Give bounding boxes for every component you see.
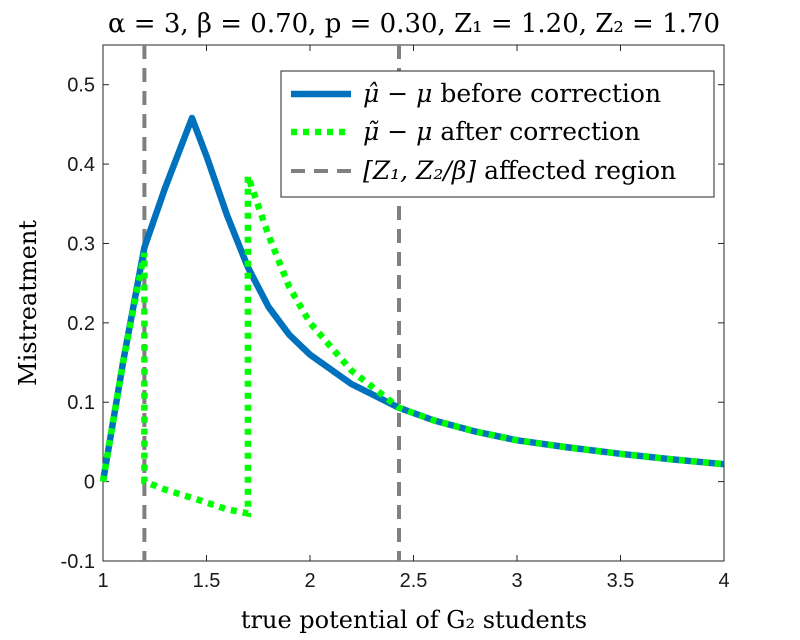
y-tick-label: 0.5 — [67, 75, 95, 97]
series-after-correction-line — [99, 174, 725, 518]
y-tick-label: 0.2 — [67, 313, 95, 335]
y-tick-label: 0.3 — [67, 233, 95, 255]
y-tick-label: 0.4 — [67, 154, 95, 176]
x-tick-label: 2 — [304, 570, 315, 592]
legend-label-before: μ̂ − μ before correction — [363, 79, 661, 108]
legend-region-math: [Z₁, Z₂/β] — [363, 156, 476, 185]
y-ticks: -0.1 0 0.1 0.2 0.3 0.4 0.5 — [61, 75, 724, 573]
x-tick-label: 1.5 — [193, 570, 221, 592]
legend-label-region: [Z₁, Z₂/β] affected region — [363, 156, 676, 185]
y-tick-label: -0.1 — [61, 551, 95, 573]
plot-area — [99, 45, 725, 561]
legend-before-math: μ̂ − μ — [363, 79, 432, 108]
axes: 1 1.5 2 2.5 3 3.5 4 -0.1 0 0.1 0.2 0.3 0.4 0.5 — [61, 44, 730, 592]
legend-region-text: affected region — [484, 156, 676, 185]
y-tick-label: 0 — [84, 472, 95, 494]
y-tick-label: 0.1 — [67, 392, 95, 414]
legend-box — [280, 70, 715, 198]
legend-after-text: after correction — [440, 117, 640, 146]
x-tick-label: 1 — [97, 570, 108, 592]
legend-before-text: before correction — [440, 79, 661, 108]
affected-region-lines — [142, 45, 402, 561]
x-ticks: 1 1.5 2 2.5 3 3.5 4 — [97, 45, 730, 592]
x-axis-label: true potential of G₂ students — [241, 606, 587, 634]
legend: μ̂ − μ before correction μ̃ − μ after corr… — [280, 70, 715, 198]
chart-title: α = 3, β = 0.70, p = 0.30, Z₁ = 1.20, Z₂… — [108, 9, 720, 39]
x-tick-label: 3.5 — [607, 570, 635, 592]
y-axis-label: Mistreatment — [14, 220, 42, 386]
x-tick-label: 2.5 — [400, 570, 428, 592]
x-tick-label: 4 — [718, 570, 729, 592]
legend-label-after: μ̃ − μ after correction — [363, 117, 640, 146]
legend-after-math: μ̃ − μ — [363, 117, 432, 146]
x-tick-label: 3 — [511, 570, 522, 592]
